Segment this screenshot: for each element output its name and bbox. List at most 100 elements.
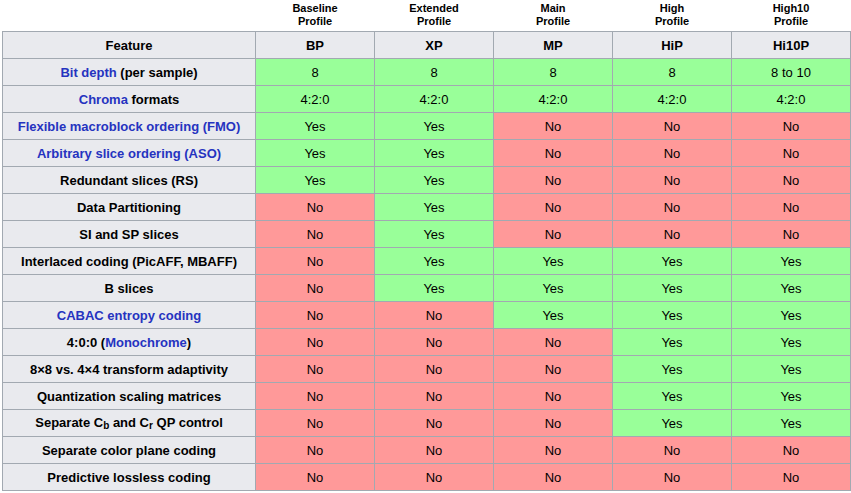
feature-cell: Arbitrary slice ordering (ASO)	[3, 140, 256, 167]
value-cell: No	[613, 140, 732, 167]
table-row: 4:0:0 (Monochrome)NoNoNoYesYes	[3, 329, 851, 356]
value-cell: No	[494, 194, 613, 221]
feature-cell: Quantization scaling matrices	[3, 383, 256, 410]
value-cell: No	[494, 167, 613, 194]
value-cell: No	[256, 356, 375, 383]
profile-caption: Main Profile	[494, 0, 613, 32]
value-cell: No	[494, 356, 613, 383]
profile-caption: High10 Profile	[732, 0, 851, 32]
feature-cell: Separate Cb and Cr QP control	[3, 410, 256, 437]
value-cell: No	[613, 194, 732, 221]
feature-rows: Bit depth (per sample)88888 to 10Chroma …	[3, 59, 851, 491]
table-row: Predictive lossless codingNoNoNoNoNo	[3, 464, 851, 491]
value-cell: No	[375, 329, 494, 356]
profile-feature-table: Baseline ProfileExtended ProfileMain Pro…	[2, 0, 851, 491]
value-cell: Yes	[375, 140, 494, 167]
value-cell: Yes	[732, 383, 851, 410]
value-cell: No	[732, 113, 851, 140]
column-header-abbr: XP	[375, 32, 494, 59]
feature-cell: Data Partitioning	[3, 194, 256, 221]
profile-names-row: Baseline ProfileExtended ProfileMain Pro…	[3, 0, 851, 32]
feature-text: )	[187, 335, 191, 350]
feature-cell: Chroma formats	[3, 86, 256, 113]
feature-text: and C	[109, 415, 149, 430]
feature-cell: Bit depth (per sample)	[3, 59, 256, 86]
value-cell: No	[256, 383, 375, 410]
value-cell: Yes	[375, 275, 494, 302]
value-cell: No	[732, 437, 851, 464]
value-cell: No	[613, 113, 732, 140]
feature-link[interactable]: Monochrome	[105, 335, 187, 350]
value-cell: No	[494, 437, 613, 464]
value-cell: 4:2:0	[256, 86, 375, 113]
value-cell: Yes	[375, 221, 494, 248]
feature-text: (per sample)	[117, 65, 198, 80]
feature-cell: SI and SP slices	[3, 221, 256, 248]
table-row: Redundant slices (RS)YesYesNoNoNo	[3, 167, 851, 194]
value-cell: Yes	[375, 167, 494, 194]
feature-text: Interlaced coding (PicAFF, MBAFF)	[21, 254, 237, 269]
feature-text: 8×8 vs. 4×4 transform adaptivity	[30, 362, 228, 377]
value-cell: Yes	[494, 248, 613, 275]
value-cell: No	[256, 329, 375, 356]
value-cell: No	[375, 410, 494, 437]
value-cell: No	[256, 194, 375, 221]
value-cell: Yes	[613, 275, 732, 302]
value-cell: No	[732, 167, 851, 194]
value-cell: Yes	[375, 248, 494, 275]
column-header-row: Feature BPXPMPHiPHi10P	[3, 32, 851, 59]
value-cell: No	[732, 464, 851, 491]
column-header-abbr: MP	[494, 32, 613, 59]
value-cell: Yes	[375, 194, 494, 221]
feature-cell: 8×8 vs. 4×4 transform adaptivity	[3, 356, 256, 383]
profile-comparison-page: Baseline ProfileExtended ProfileMain Pro…	[0, 0, 851, 493]
feature-link[interactable]: Flexible macroblock ordering (FMO)	[18, 119, 240, 134]
value-cell: Yes	[613, 329, 732, 356]
feature-link[interactable]: CABAC entropy coding	[57, 308, 201, 323]
value-cell: No	[256, 410, 375, 437]
value-cell: Yes	[732, 275, 851, 302]
feature-text: Redundant slices (RS)	[60, 173, 198, 188]
value-cell: No	[256, 221, 375, 248]
table-row: Interlaced coding (PicAFF, MBAFF)NoYesYe…	[3, 248, 851, 275]
feature-text: QP control	[153, 415, 223, 430]
value-cell: Yes	[613, 302, 732, 329]
feature-link[interactable]: Bit depth	[60, 65, 116, 80]
feature-cell: B slices	[3, 275, 256, 302]
feature-cell: Separate color plane coding	[3, 437, 256, 464]
value-cell: No	[256, 248, 375, 275]
value-cell: Yes	[613, 248, 732, 275]
value-cell: Yes	[732, 356, 851, 383]
table-row: SI and SP slicesNoYesNoNoNo	[3, 221, 851, 248]
feature-link[interactable]: Arbitrary slice ordering (ASO)	[37, 146, 221, 161]
feature-text: Separate C	[35, 415, 103, 430]
value-cell: Yes	[613, 356, 732, 383]
value-cell: No	[494, 329, 613, 356]
value-cell: No	[375, 302, 494, 329]
value-cell: Yes	[732, 410, 851, 437]
feature-link[interactable]: Chroma	[79, 92, 128, 107]
value-cell: No	[732, 221, 851, 248]
value-cell: Yes	[732, 329, 851, 356]
table-row: B slicesNoYesYesYesYes	[3, 275, 851, 302]
value-cell: No	[494, 140, 613, 167]
value-cell: 8 to 10	[732, 59, 851, 86]
feature-column-header: Feature	[3, 32, 256, 59]
value-cell: Yes	[732, 248, 851, 275]
value-cell: Yes	[732, 302, 851, 329]
feature-cell: 4:0:0 (Monochrome)	[3, 329, 256, 356]
feature-text: B slices	[104, 281, 153, 296]
value-cell: No	[256, 275, 375, 302]
value-cell: No	[613, 464, 732, 491]
feature-text: Separate color plane coding	[42, 443, 216, 458]
value-cell: No	[256, 302, 375, 329]
feature-text: Data Partitioning	[77, 200, 181, 215]
value-cell: 8	[494, 59, 613, 86]
value-cell: No	[494, 410, 613, 437]
value-cell: No	[732, 140, 851, 167]
value-cell: 8	[256, 59, 375, 86]
value-cell: Yes	[494, 275, 613, 302]
value-cell: Yes	[613, 383, 732, 410]
value-cell: 8	[375, 59, 494, 86]
value-cell: No	[375, 356, 494, 383]
